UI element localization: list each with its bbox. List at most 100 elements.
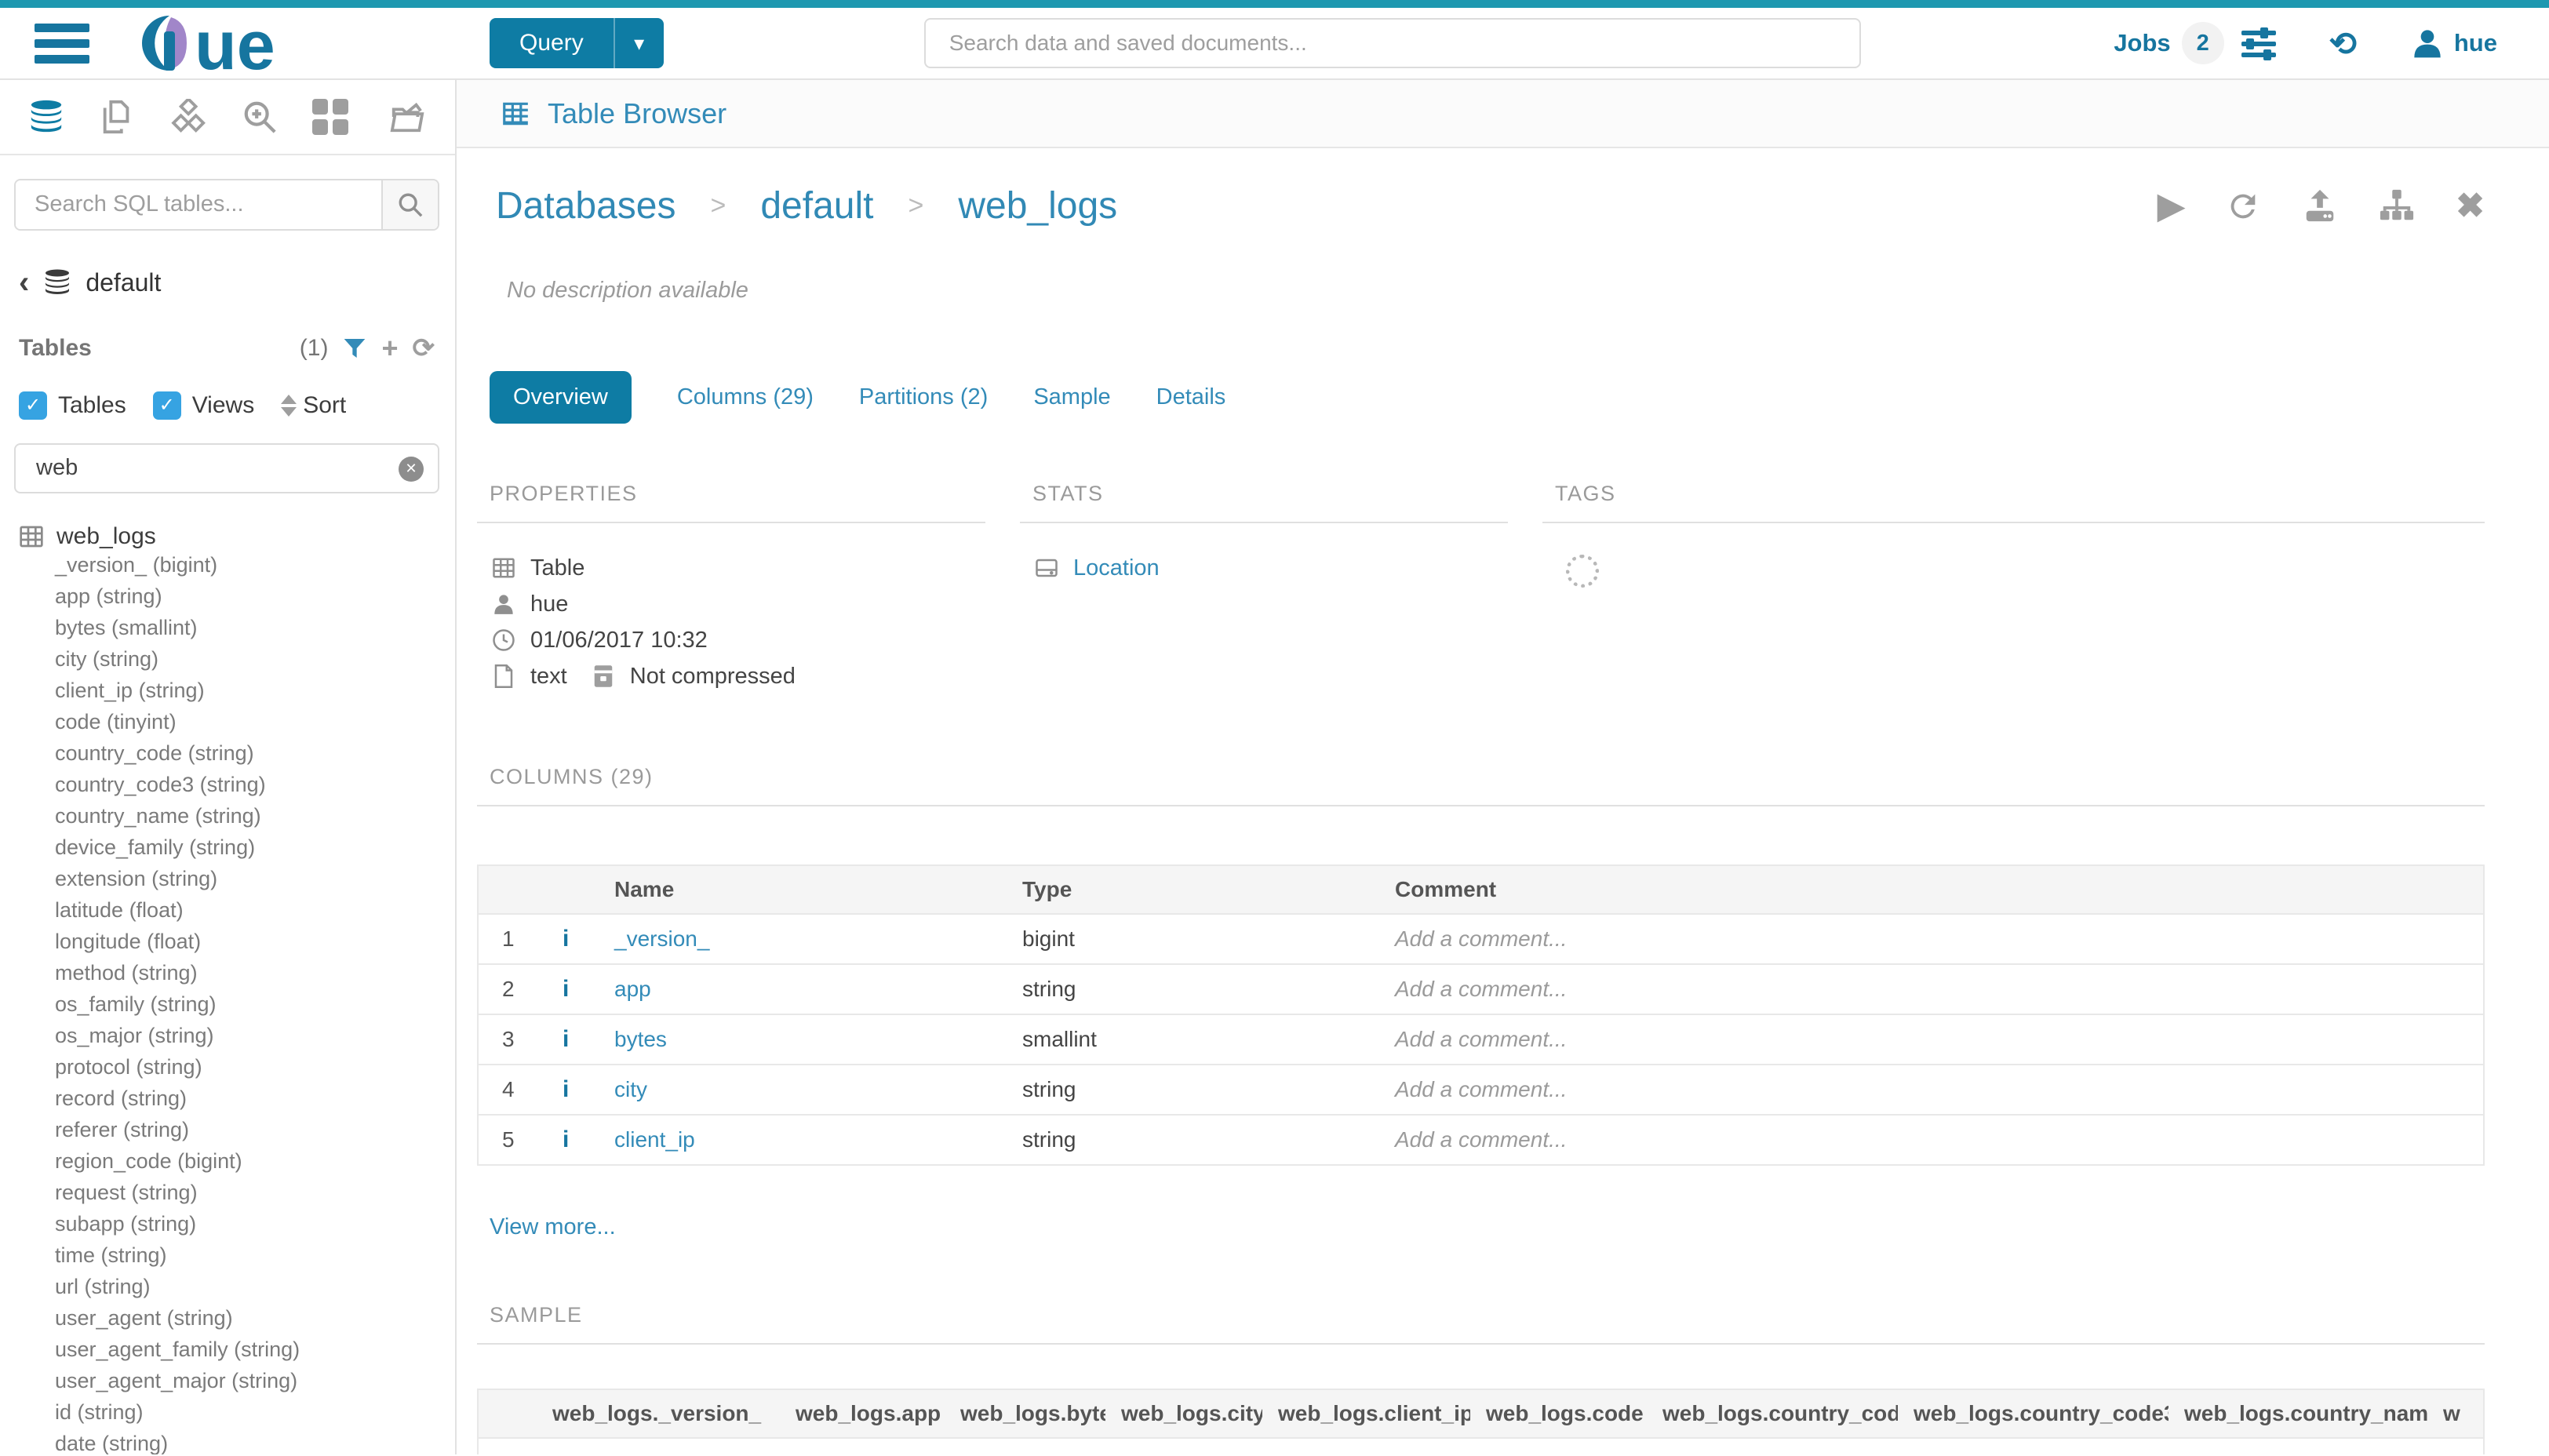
close-icon[interactable]: ✖ xyxy=(2456,187,2485,226)
column-comment-placeholder[interactable]: Add a comment... xyxy=(1379,1014,2484,1065)
sidebar-column-item[interactable]: device_family (string) xyxy=(55,835,256,860)
breadcrumb-web-logs[interactable]: web_logs xyxy=(958,185,1118,228)
assist-apps-grid-icon[interactable] xyxy=(312,98,348,135)
column-name-link[interactable]: city xyxy=(614,1077,647,1102)
sidebar-column-item[interactable]: country_name (string) xyxy=(55,804,261,828)
global-search-input[interactable] xyxy=(923,18,1861,68)
tab-sample[interactable]: Sample xyxy=(1033,384,1111,410)
column-info-icon[interactable]: i xyxy=(563,1076,570,1103)
history-icon[interactable]: ⟲ xyxy=(2329,24,2357,62)
sql-tables-search-input[interactable] xyxy=(16,180,381,229)
sidebar-column-item[interactable]: client_ip (string) xyxy=(55,679,205,703)
sidebar-column-item[interactable]: user_agent_major (string) xyxy=(55,1369,298,1393)
breadcrumb-databases[interactable]: Databases xyxy=(496,185,676,228)
tags-heading: TAGS xyxy=(1555,482,1616,506)
columns-header-name: Name xyxy=(599,865,1007,915)
sidebar-column-item[interactable]: record (string) xyxy=(55,1087,188,1111)
hue-logo[interactable]: ue xyxy=(138,13,373,74)
column-info-icon[interactable]: i xyxy=(563,1127,570,1153)
view-more-link[interactable]: View more... xyxy=(490,1214,616,1240)
sidebar-column-item[interactable]: os_family (string) xyxy=(55,992,217,1017)
assist-search-plus-icon[interactable] xyxy=(242,99,278,135)
table-filter-input[interactable] xyxy=(14,442,439,493)
sidebar-column-item[interactable]: os_major (string) xyxy=(55,1024,214,1048)
sidebar-column-item[interactable]: date (string) xyxy=(55,1432,169,1454)
sidebar-column-item[interactable]: country_code (string) xyxy=(55,741,254,766)
sidebar-column-item[interactable]: method (string) xyxy=(55,961,198,985)
assist-functions-cubes-icon[interactable] xyxy=(169,98,207,135)
hamburger-menu-icon[interactable] xyxy=(35,16,89,71)
current-database-name[interactable]: default xyxy=(86,268,162,297)
column-comment-placeholder[interactable]: Add a comment... xyxy=(1379,913,2484,965)
back-chevron-left-icon[interactable]: ‹ xyxy=(19,264,30,300)
sample-cell-cut: O xyxy=(2427,1437,2484,1454)
sidebar-column-item[interactable]: bytes (smallint) xyxy=(55,616,198,640)
query-button[interactable]: Query ▾ xyxy=(490,18,664,68)
query-caret-down-icon[interactable]: ▾ xyxy=(634,31,645,55)
property-owner: hue xyxy=(530,591,569,617)
views-checkbox[interactable]: ✓ xyxy=(152,391,181,420)
lineage-sitemap-icon[interactable] xyxy=(2379,188,2415,224)
sidebar-column-item[interactable]: user_agent_family (string) xyxy=(55,1338,300,1362)
sidebar-column-item[interactable]: extension (string) xyxy=(55,867,218,891)
assist-folder-icon[interactable] xyxy=(388,99,427,135)
user-menu[interactable]: hue xyxy=(2412,27,2497,59)
column-row: 5 i client_ip string Add a comment... xyxy=(478,1114,2484,1166)
sidebar-column-item[interactable]: referer (string) xyxy=(55,1118,190,1142)
run-query-play-icon[interactable]: ▶ xyxy=(2158,187,2185,226)
sidebar-column-item[interactable]: time (string) xyxy=(55,1243,167,1268)
sliders-settings-icon[interactable] xyxy=(2240,26,2278,60)
sidebar-column-item[interactable]: user_agent (string) xyxy=(55,1306,233,1330)
tab-partitions[interactable]: Partitions (2) xyxy=(858,384,989,410)
table-description[interactable]: No description available xyxy=(507,278,748,304)
clear-filter-icon[interactable]: ✕ xyxy=(399,456,424,482)
sidebar-column-item[interactable]: id (string) xyxy=(55,1400,144,1425)
column-row: 3 i bytes smallint Add a comment... xyxy=(478,1014,2484,1065)
column-comment-placeholder[interactable]: Add a comment... xyxy=(1379,1114,2484,1166)
column-name-link[interactable]: _version_ xyxy=(614,926,710,952)
sidebar-column-item[interactable]: country_code3 (string) xyxy=(55,773,266,797)
stats-location-link[interactable]: Location xyxy=(1073,555,1160,581)
column-info-icon[interactable]: i xyxy=(563,1026,570,1053)
tab-details[interactable]: Details xyxy=(1156,384,1226,410)
property-format: text xyxy=(530,663,567,689)
table-type-icon xyxy=(490,556,518,580)
sidebar-column-item[interactable]: _version_ (bigint) xyxy=(55,553,218,577)
tables-checkbox[interactable]: ✓ xyxy=(19,391,47,420)
filter-funnel-icon[interactable] xyxy=(342,336,367,361)
property-created: 01/06/2017 10:32 xyxy=(530,627,708,653)
upload-icon[interactable] xyxy=(2302,188,2338,224)
sidebar-column-item[interactable]: request (string) xyxy=(55,1181,198,1205)
column-info-icon[interactable]: i xyxy=(563,976,570,1003)
sort-control[interactable]: Sort xyxy=(281,392,346,419)
sidebar-column-item[interactable]: subapp (string) xyxy=(55,1212,197,1236)
sidebar-column-item[interactable]: app (string) xyxy=(55,584,162,609)
tab-columns[interactable]: Columns (29) xyxy=(676,384,814,410)
column-name-link[interactable]: bytes xyxy=(614,1027,667,1052)
sql-tables-search-button[interactable] xyxy=(381,180,438,229)
assist-database-icon[interactable] xyxy=(28,99,64,135)
column-comment-placeholder[interactable]: Add a comment... xyxy=(1379,1064,2484,1116)
sidebar-column-item[interactable]: longitude (float) xyxy=(55,930,202,954)
sidebar-column-item[interactable]: url (string) xyxy=(55,1275,151,1299)
refresh-icon[interactable] xyxy=(2225,188,2261,224)
jobs-count-badge[interactable]: 2 xyxy=(2181,22,2224,64)
column-comment-placeholder[interactable]: Add a comment... xyxy=(1379,963,2484,1015)
sidebar-table-web-logs[interactable]: web_logs xyxy=(14,523,439,550)
add-table-plus-icon[interactable]: + xyxy=(381,331,399,364)
sidebar-column-item[interactable]: protocol (string) xyxy=(55,1055,202,1079)
assist-documents-icon[interactable] xyxy=(99,99,135,135)
tab-overview[interactable]: Overview xyxy=(490,371,632,424)
sidebar-column-item[interactable]: region_code (bigint) xyxy=(55,1149,242,1174)
column-row-number: 1 xyxy=(478,913,547,965)
column-info-icon[interactable]: i xyxy=(563,926,570,952)
column-name-link[interactable]: app xyxy=(614,977,651,1002)
sample-cell-bytes: 595 xyxy=(945,1437,1105,1454)
breadcrumb-default[interactable]: default xyxy=(760,185,874,228)
sidebar-column-item[interactable]: code (tinyint) xyxy=(55,710,177,734)
sidebar-column-item[interactable]: city (string) xyxy=(55,647,159,672)
sidebar-column-item[interactable]: latitude (float) xyxy=(55,898,184,923)
jobs-link[interactable]: Jobs xyxy=(2114,29,2171,56)
refresh-tables-icon[interactable]: ⟳ xyxy=(412,333,435,363)
column-name-link[interactable]: client_ip xyxy=(614,1127,695,1152)
